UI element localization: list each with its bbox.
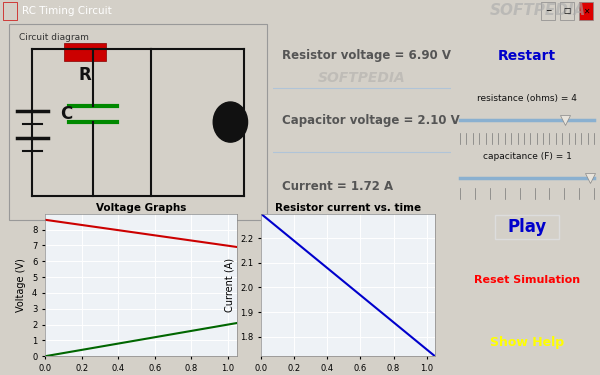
- Text: SOFTPEDIA: SOFTPEDIA: [490, 3, 586, 18]
- Title: Voltage Graphs: Voltage Graphs: [96, 203, 186, 213]
- Text: Circuit diagram: Circuit diagram: [19, 33, 89, 42]
- Bar: [64, 43, 106, 61]
- Text: Current = 1.72 A: Current = 1.72 A: [282, 180, 393, 193]
- Ellipse shape: [213, 102, 248, 142]
- Title: Resistor current vs. time: Resistor current vs. time: [275, 203, 421, 213]
- Y-axis label: Voltage (V): Voltage (V): [16, 258, 26, 312]
- FancyBboxPatch shape: [3, 2, 17, 20]
- FancyBboxPatch shape: [560, 2, 574, 20]
- Text: resistance (ohms) = 4: resistance (ohms) = 4: [477, 94, 577, 104]
- Text: SOFTPEDIA: SOFTPEDIA: [318, 71, 406, 85]
- Text: ✕: ✕: [583, 6, 589, 15]
- Text: Reset Simulation: Reset Simulation: [474, 275, 580, 285]
- Text: Play: Play: [508, 218, 547, 236]
- Text: −: −: [545, 6, 551, 15]
- Text: R: R: [79, 66, 92, 84]
- Y-axis label: Current (A): Current (A): [224, 258, 235, 312]
- Text: □: □: [563, 6, 571, 15]
- Text: Capacitor voltage = 2.10 V: Capacitor voltage = 2.10 V: [282, 114, 460, 126]
- Text: Restart: Restart: [498, 49, 556, 63]
- Text: Resistor voltage = 6.90 V: Resistor voltage = 6.90 V: [282, 50, 451, 62]
- Text: RC Timing Circuit: RC Timing Circuit: [22, 6, 112, 16]
- Text: Show Help: Show Help: [490, 336, 564, 349]
- Text: capacitance (F) = 1: capacitance (F) = 1: [482, 152, 572, 161]
- FancyBboxPatch shape: [541, 2, 555, 20]
- FancyBboxPatch shape: [579, 2, 593, 20]
- Text: C: C: [61, 105, 73, 123]
